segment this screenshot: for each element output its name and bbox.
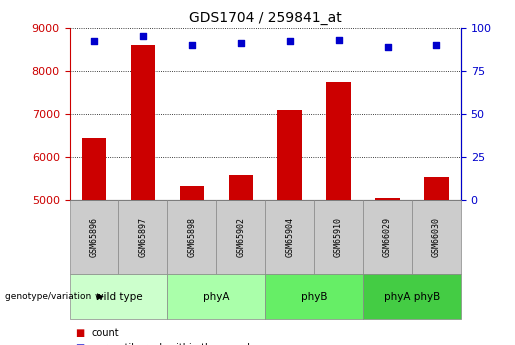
Text: percentile rank within the sample: percentile rank within the sample	[91, 344, 256, 345]
Text: ■: ■	[75, 328, 84, 338]
Text: GSM65910: GSM65910	[334, 217, 343, 257]
Point	[383, 44, 391, 49]
Point	[139, 33, 147, 39]
Bar	[82, 138, 106, 345]
Text: GSM65898: GSM65898	[187, 217, 196, 257]
Text: ■: ■	[75, 344, 84, 345]
Text: wild type: wild type	[95, 292, 142, 302]
Text: GSM66030: GSM66030	[432, 217, 441, 257]
Text: genotype/variation  ▶: genotype/variation ▶	[5, 292, 104, 301]
Text: phyA phyB: phyA phyB	[384, 292, 440, 302]
Bar	[278, 110, 302, 345]
Point	[90, 39, 98, 44]
Text: GSM65897: GSM65897	[139, 217, 147, 257]
Title: GDS1704 / 259841_at: GDS1704 / 259841_at	[189, 11, 341, 25]
Bar	[327, 82, 351, 345]
Bar	[180, 186, 204, 345]
Text: GSM65902: GSM65902	[236, 217, 245, 257]
Text: count: count	[91, 328, 119, 338]
Point	[285, 39, 294, 44]
Point	[236, 40, 245, 46]
Text: phyB: phyB	[301, 292, 328, 302]
Bar	[131, 45, 155, 345]
Text: phyA: phyA	[203, 292, 230, 302]
Text: GSM66029: GSM66029	[383, 217, 392, 257]
Text: GSM65896: GSM65896	[90, 217, 98, 257]
Bar	[375, 198, 400, 345]
Text: GSM65904: GSM65904	[285, 217, 294, 257]
Point	[335, 37, 343, 42]
Bar	[424, 177, 449, 345]
Bar	[229, 175, 253, 345]
Point	[432, 42, 440, 48]
Point	[187, 42, 196, 48]
